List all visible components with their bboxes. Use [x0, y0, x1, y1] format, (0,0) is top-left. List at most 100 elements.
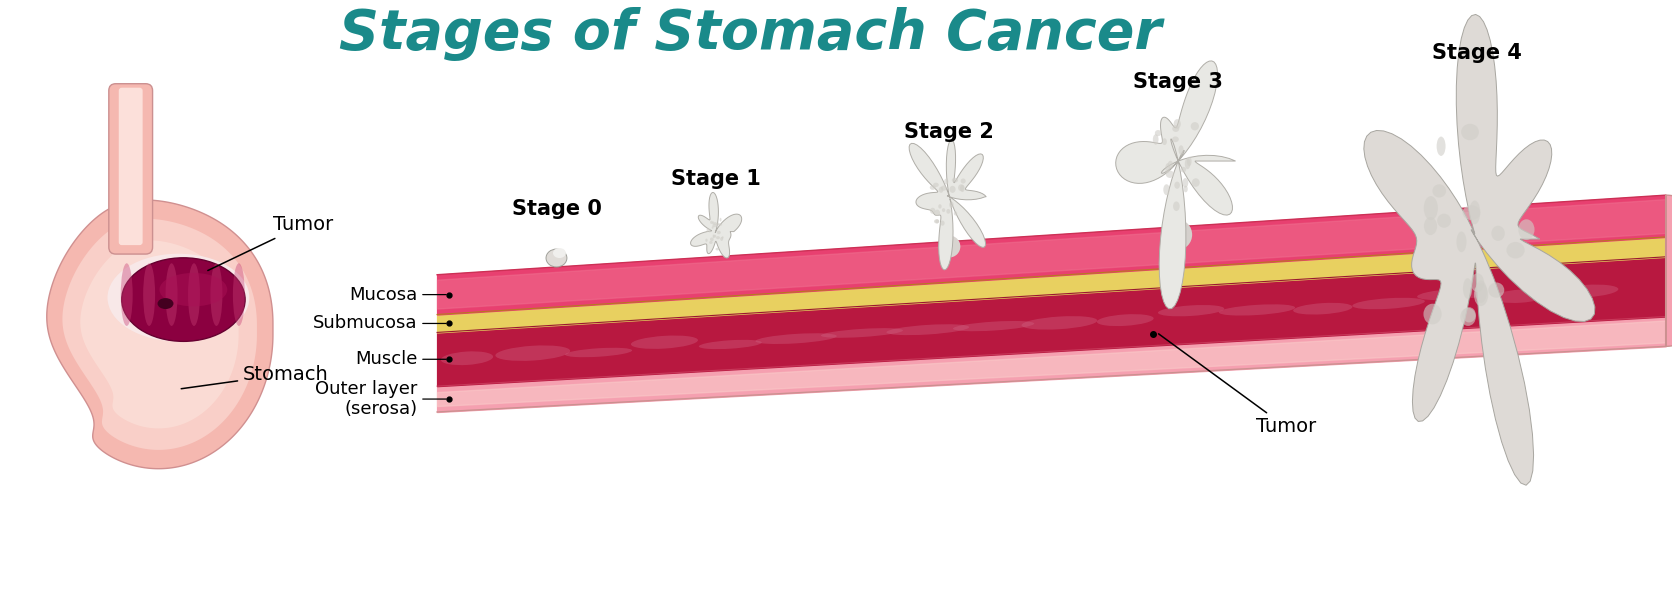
FancyBboxPatch shape — [119, 87, 142, 245]
Ellipse shape — [821, 328, 903, 338]
Polygon shape — [1666, 195, 1676, 346]
Ellipse shape — [1182, 178, 1188, 188]
Ellipse shape — [1456, 232, 1466, 252]
FancyBboxPatch shape — [109, 84, 153, 254]
Ellipse shape — [707, 228, 709, 232]
Ellipse shape — [954, 321, 1034, 331]
Ellipse shape — [1425, 217, 1436, 235]
Ellipse shape — [717, 231, 721, 234]
Ellipse shape — [940, 186, 947, 191]
Ellipse shape — [930, 185, 935, 190]
Ellipse shape — [142, 264, 156, 326]
Ellipse shape — [887, 324, 969, 335]
Ellipse shape — [1518, 219, 1535, 240]
Ellipse shape — [107, 254, 250, 341]
Ellipse shape — [233, 264, 245, 326]
Ellipse shape — [1473, 283, 1488, 306]
Ellipse shape — [949, 201, 954, 208]
Polygon shape — [908, 140, 985, 270]
Text: Stage 4: Stage 4 — [1431, 43, 1522, 63]
Ellipse shape — [935, 219, 939, 224]
Text: Muscle: Muscle — [355, 350, 446, 368]
Ellipse shape — [1172, 136, 1178, 142]
Ellipse shape — [711, 221, 712, 224]
Ellipse shape — [960, 185, 965, 192]
Ellipse shape — [1463, 205, 1480, 220]
Ellipse shape — [930, 207, 935, 214]
Ellipse shape — [959, 185, 964, 191]
Ellipse shape — [944, 178, 949, 185]
Polygon shape — [80, 241, 238, 428]
Ellipse shape — [1190, 122, 1198, 130]
Ellipse shape — [553, 248, 566, 258]
Ellipse shape — [1294, 303, 1353, 315]
Ellipse shape — [939, 236, 960, 257]
Polygon shape — [691, 192, 742, 258]
Ellipse shape — [712, 226, 714, 229]
Ellipse shape — [1492, 289, 1549, 303]
Ellipse shape — [1423, 304, 1441, 324]
Ellipse shape — [1192, 178, 1200, 187]
Polygon shape — [47, 200, 273, 469]
Ellipse shape — [1353, 298, 1425, 309]
Ellipse shape — [1185, 159, 1190, 169]
Ellipse shape — [947, 209, 950, 213]
Ellipse shape — [712, 235, 714, 238]
Text: Tumor: Tumor — [1158, 334, 1316, 436]
Ellipse shape — [954, 212, 957, 215]
Ellipse shape — [935, 210, 940, 216]
Ellipse shape — [939, 204, 942, 209]
Ellipse shape — [1460, 308, 1477, 326]
Ellipse shape — [1161, 138, 1166, 145]
Ellipse shape — [960, 178, 965, 183]
Ellipse shape — [1180, 167, 1187, 172]
Ellipse shape — [716, 248, 719, 250]
Ellipse shape — [709, 229, 711, 232]
Text: Stage 3: Stage 3 — [1133, 72, 1223, 92]
Ellipse shape — [950, 186, 955, 193]
Ellipse shape — [1158, 305, 1223, 317]
Ellipse shape — [122, 258, 245, 341]
Ellipse shape — [166, 264, 178, 326]
Ellipse shape — [1488, 282, 1505, 298]
Ellipse shape — [441, 352, 493, 365]
Ellipse shape — [1492, 226, 1505, 241]
Ellipse shape — [159, 273, 228, 306]
Ellipse shape — [1507, 242, 1525, 259]
Ellipse shape — [711, 238, 714, 241]
Ellipse shape — [1166, 171, 1173, 178]
Ellipse shape — [1475, 280, 1487, 303]
Ellipse shape — [1436, 213, 1451, 228]
Ellipse shape — [1183, 186, 1188, 192]
Ellipse shape — [158, 298, 174, 309]
Polygon shape — [62, 219, 256, 450]
Ellipse shape — [188, 264, 199, 326]
Ellipse shape — [1187, 157, 1192, 166]
Text: Mucosa: Mucosa — [349, 286, 446, 303]
Ellipse shape — [716, 236, 721, 239]
Ellipse shape — [496, 346, 570, 361]
Text: Outer layer
(serosa): Outer layer (serosa) — [315, 380, 446, 418]
Ellipse shape — [722, 236, 724, 239]
Ellipse shape — [952, 178, 959, 183]
Text: Stomach: Stomach — [181, 365, 328, 389]
Ellipse shape — [546, 249, 566, 267]
Ellipse shape — [1470, 200, 1480, 224]
Ellipse shape — [565, 348, 632, 357]
Text: Stage 0: Stage 0 — [511, 199, 602, 219]
Ellipse shape — [1418, 288, 1492, 300]
Ellipse shape — [1436, 136, 1446, 156]
Ellipse shape — [699, 340, 761, 349]
Ellipse shape — [721, 237, 722, 241]
Ellipse shape — [717, 224, 722, 226]
Text: Submucosa: Submucosa — [313, 314, 446, 332]
Ellipse shape — [1173, 119, 1182, 129]
Ellipse shape — [714, 235, 716, 238]
Ellipse shape — [1472, 273, 1485, 292]
Ellipse shape — [1463, 278, 1472, 298]
Ellipse shape — [712, 221, 714, 224]
Ellipse shape — [1433, 185, 1446, 198]
Ellipse shape — [942, 208, 945, 212]
Ellipse shape — [719, 218, 722, 221]
Ellipse shape — [1172, 125, 1180, 132]
